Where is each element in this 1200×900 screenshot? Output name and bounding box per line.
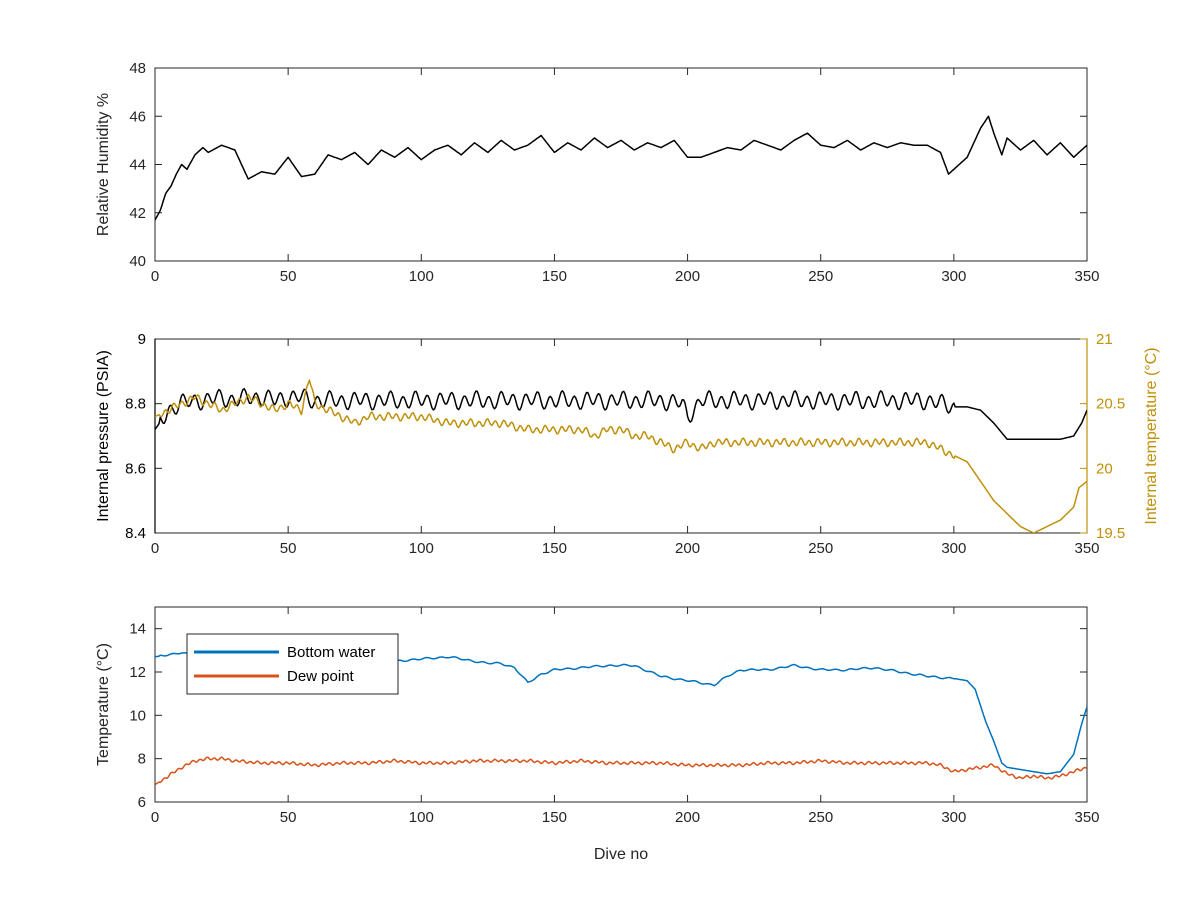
- humidity-plot-box: [154, 67, 1088, 262]
- temperature-legend: Bottom water Dew point: [186, 633, 399, 695]
- temperature-xtick-label: 50: [280, 809, 297, 826]
- temperature-panel: 0 50 100 150 200 250 300 350 6 8 10 12 14 Temperature…: [95, 606, 1100, 863]
- temperature-series-1-line: [155, 756, 1087, 786]
- humidity-panel: 0 50 100 150 200 250 300 350 40 42 44 46 48 Relative …: [95, 60, 1100, 285]
- humidity-series-0-line: [155, 115, 1087, 221]
- humidity-ytick-label: 40: [129, 253, 146, 270]
- humidity-ytick-label: 46: [129, 108, 146, 125]
- humidity-xtick-label: 0: [151, 268, 159, 285]
- humidity-ytick-label: 48: [129, 60, 146, 77]
- temperature-ytick-label: 6: [138, 794, 146, 811]
- temperature-ytick-label: 14: [129, 621, 146, 638]
- humidity-xtick-label: 250: [808, 268, 833, 285]
- pressure-xtick-label: 50: [280, 540, 297, 557]
- temperature-xlabel: Dive no: [594, 846, 648, 863]
- pressure-xtick-label: 350: [1074, 540, 1099, 557]
- pressure-ytick-label: 8.4: [125, 525, 146, 542]
- pressure-ylabel: Internal pressure (PSIA): [95, 350, 112, 522]
- pressure-xtick-label: 100: [409, 540, 434, 557]
- temperature-xtick-label: 150: [542, 809, 567, 826]
- temperature-ytick-label: 12: [129, 664, 146, 681]
- pressure-ytick-right-label: 20: [1096, 460, 1113, 477]
- temperature-xtick-label: 350: [1074, 809, 1099, 826]
- pressure-xtick-label: 300: [941, 540, 966, 557]
- humidity-ytick-label: 44: [129, 157, 146, 174]
- humidity-xtick-label: 50: [280, 268, 297, 285]
- pressure-ytick-label: 9: [138, 331, 146, 348]
- pressure-ytick-right-label: 19.5: [1096, 525, 1125, 542]
- legend-label-0: Bottom water: [287, 644, 375, 661]
- temperature-xtick-label: 100: [409, 809, 434, 826]
- humidity-ytick-label: 42: [129, 205, 146, 222]
- pressure-xtick-label: 0: [151, 540, 159, 557]
- pressure-xtick-label: 250: [808, 540, 833, 557]
- pressure-ylabel-right: Internal temperature (°C): [1143, 347, 1160, 524]
- pressure-plot-box: [154, 338, 1088, 534]
- legend-label-1: Dew point: [287, 668, 355, 685]
- humidity-xtick-label: 350: [1074, 268, 1099, 285]
- humidity-ylabel: Relative Humidity %: [95, 93, 112, 236]
- humidity-xtick-label: 200: [675, 268, 700, 285]
- pressure-xtick-label: 200: [675, 540, 700, 557]
- temperature-ylabel: Temperature (°C): [95, 643, 112, 766]
- humidity-xtick-label: 150: [542, 268, 567, 285]
- temperature-xtick-label: 300: [941, 809, 966, 826]
- temperature-plot-box: [154, 606, 1088, 803]
- temperature-xtick-label: 250: [808, 809, 833, 826]
- pressure-ytick-right-label: 20.5: [1096, 396, 1125, 413]
- humidity-xtick-label: 300: [941, 268, 966, 285]
- pressure-xtick-label: 150: [542, 540, 567, 557]
- pressure-ytick-right-label: 21: [1096, 331, 1113, 348]
- temperature-xtick-label: 0: [151, 809, 159, 826]
- humidity-xtick-label: 100: [409, 268, 434, 285]
- pressure-ytick-label: 8.8: [125, 396, 146, 413]
- temperature-ytick-label: 10: [129, 707, 146, 724]
- pressure-ytick-label: 8.6: [125, 460, 146, 477]
- pressure-panel: 0 50 100 150 200 250 300 350 8.4 8.6 8.8 9 19.5 20 20.…: [95, 331, 1160, 557]
- legend-box: [186, 633, 399, 695]
- temperature-ytick-label: 8: [138, 751, 146, 768]
- pressure-series-0-line: [155, 387, 1087, 440]
- pressure-series-1-line: [155, 379, 1087, 533]
- temperature-xtick-label: 200: [675, 809, 700, 826]
